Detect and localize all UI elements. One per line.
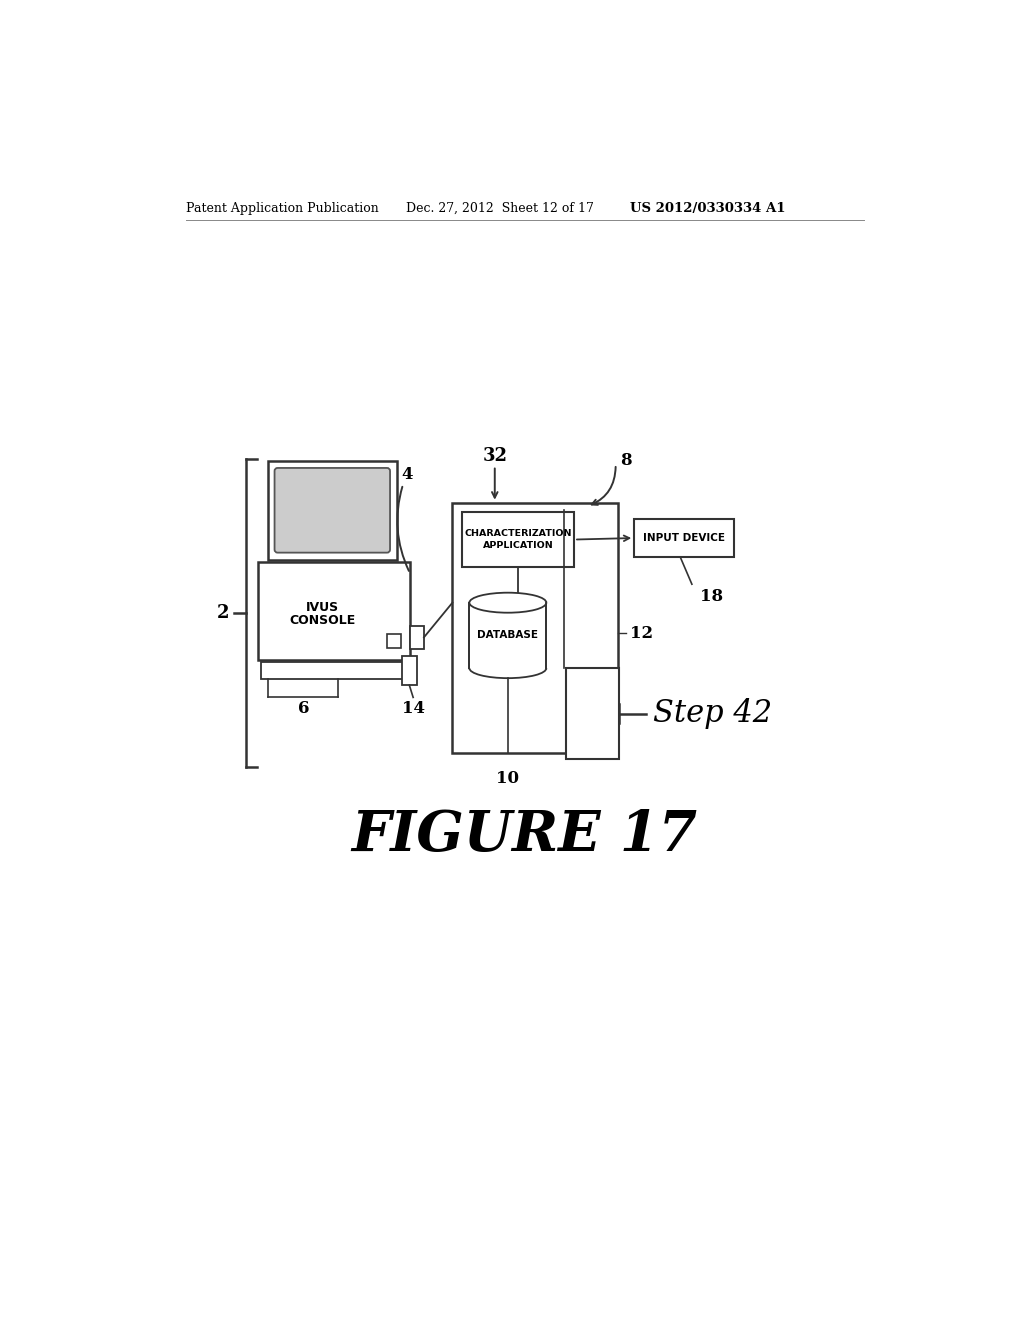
Bar — [258, 562, 410, 660]
FancyBboxPatch shape — [274, 469, 390, 553]
Text: 4: 4 — [401, 466, 413, 483]
Text: FIGURE 17: FIGURE 17 — [351, 808, 698, 863]
Text: CHARACTERIZATION
APPLICATION: CHARACTERIZATION APPLICATION — [465, 529, 572, 550]
Text: Patent Application Publication: Patent Application Publication — [186, 202, 379, 215]
Text: 2: 2 — [217, 603, 229, 622]
Text: 14: 14 — [401, 701, 425, 718]
Text: 18: 18 — [699, 589, 723, 605]
Bar — [453, 503, 617, 752]
Text: 6: 6 — [298, 701, 309, 718]
Bar — [463, 512, 574, 568]
Text: 12: 12 — [630, 624, 652, 642]
Text: Dec. 27, 2012  Sheet 12 of 17: Dec. 27, 2012 Sheet 12 of 17 — [407, 202, 594, 215]
Text: US 2012/0330334 A1: US 2012/0330334 A1 — [630, 202, 785, 215]
Bar — [267, 461, 397, 560]
Bar — [401, 656, 417, 685]
Text: CONSOLE: CONSOLE — [289, 614, 355, 627]
Text: DATABASE: DATABASE — [477, 631, 539, 640]
Text: 10: 10 — [497, 770, 519, 787]
Bar — [469, 603, 547, 668]
Bar — [410, 626, 424, 649]
Bar — [566, 668, 618, 759]
Bar — [634, 519, 734, 557]
Ellipse shape — [469, 593, 547, 612]
Text: 32: 32 — [482, 447, 507, 466]
Bar — [387, 635, 400, 648]
Bar — [261, 663, 416, 678]
Text: INPUT DEVICE: INPUT DEVICE — [643, 533, 725, 543]
Text: Step 42: Step 42 — [653, 698, 772, 729]
Text: IVUS: IVUS — [306, 601, 339, 614]
Text: 8: 8 — [621, 451, 632, 469]
